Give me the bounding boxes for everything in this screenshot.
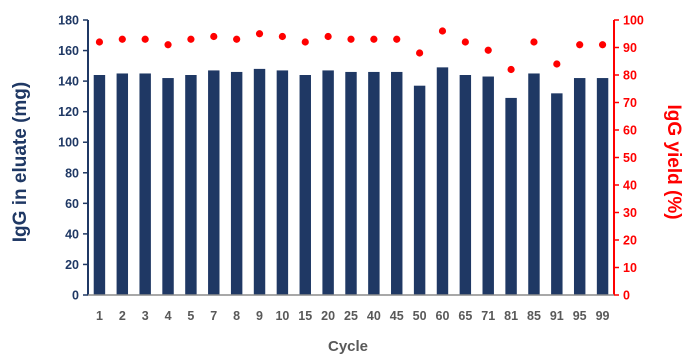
bar — [459, 75, 472, 295]
x-tick-label: 65 — [458, 309, 472, 323]
yield-point — [507, 65, 515, 74]
y-ticks-left: 0 20 40 60 80 100 120 140 160 180 — [58, 14, 88, 303]
y-axis-title-right: IgG yield (%) — [663, 104, 684, 219]
y-axis-title-left: IgG in eluate (mg) — [10, 82, 31, 242]
y-tick-label-right: 40 — [623, 179, 637, 193]
yield-point — [301, 38, 309, 46]
x-ticks: 1 2 3 4 5 7 8 9 10 15 20 25 40 45 50 60 65 71 81 85 91 95 99 — [96, 309, 610, 323]
x-tick-label: 2 — [119, 309, 126, 323]
bar — [551, 93, 563, 295]
x-tick-label: 8 — [233, 309, 240, 323]
x-tick-label: 7 — [210, 309, 217, 323]
yield-point — [484, 46, 492, 54]
x-tick-label: 95 — [573, 309, 587, 323]
y-tick-label-left: 100 — [58, 136, 79, 150]
yield-point — [347, 35, 355, 43]
y-tick-label-left: 20 — [65, 258, 79, 272]
yield-point — [576, 41, 584, 49]
yield-point — [393, 35, 401, 43]
yield-point — [530, 38, 538, 46]
yield-point — [118, 35, 126, 43]
y-tick-label-left: 0 — [72, 289, 79, 303]
yield-point — [187, 35, 195, 43]
bar — [345, 71, 357, 295]
y-tick-label-right: 80 — [623, 69, 637, 83]
yield-point — [278, 32, 286, 41]
yield-point — [95, 38, 104, 46]
x-tick-label: 45 — [390, 309, 404, 323]
x-tick-label: 50 — [413, 309, 427, 323]
bar — [322, 70, 334, 296]
x-tick-label: 85 — [527, 309, 541, 323]
x-tick-label: 81 — [504, 309, 518, 323]
bar — [208, 70, 220, 296]
bar — [230, 71, 243, 295]
bar — [573, 78, 586, 295]
y-tick-label-right: 70 — [623, 96, 637, 110]
x-tick-label: 1 — [96, 309, 103, 323]
yield-point — [461, 38, 469, 46]
y-tick-label-right: 30 — [623, 206, 637, 220]
yield-point — [255, 30, 264, 38]
y-tick-label-left: 120 — [58, 105, 79, 119]
y-tick-label-left: 60 — [65, 197, 79, 211]
x-axis-title: Cycle — [328, 338, 368, 355]
x-tick-label: 5 — [187, 309, 194, 323]
bar — [528, 73, 540, 295]
y-ticks-right: 0 10 20 30 40 50 60 70 80 90 100 — [614, 14, 644, 303]
y-tick-label-right: 20 — [623, 234, 637, 248]
bar — [391, 71, 403, 295]
x-tick-label: 9 — [256, 309, 263, 323]
yield-point — [324, 32, 332, 41]
x-tick-label: 4 — [165, 309, 172, 323]
bar — [482, 76, 494, 296]
yield-point — [553, 60, 561, 68]
yield-point — [438, 27, 447, 35]
bar — [116, 73, 129, 295]
yield-point — [598, 41, 607, 49]
bar — [299, 75, 311, 295]
x-tick-label: 3 — [142, 309, 149, 323]
x-tick-label: 15 — [298, 309, 312, 323]
yield-point — [210, 32, 218, 41]
yield-point — [164, 41, 172, 49]
bar — [596, 78, 609, 295]
bar — [505, 97, 517, 296]
bar — [436, 67, 449, 295]
yield-series — [95, 27, 607, 74]
x-tick-label: 20 — [321, 309, 335, 323]
bar — [139, 73, 151, 295]
yield-point — [370, 35, 378, 43]
y-tick-label-left: 160 — [58, 44, 79, 58]
yield-point — [416, 49, 424, 57]
y-tick-label-left: 40 — [65, 227, 79, 241]
bar — [413, 85, 426, 295]
y-tick-label-left: 80 — [65, 166, 79, 180]
bar — [276, 70, 289, 296]
x-tick-label: 10 — [275, 309, 289, 323]
yield-point — [233, 35, 241, 43]
bar — [162, 78, 174, 295]
bar-series — [93, 67, 609, 296]
y-tick-label-right: 0 — [623, 289, 630, 303]
y-tick-label-right: 100 — [623, 14, 644, 28]
y-tick-label-right: 10 — [623, 261, 637, 275]
y-tick-label-left: 140 — [58, 75, 79, 89]
bar — [368, 71, 380, 295]
x-tick-label: 40 — [367, 309, 381, 323]
bar — [185, 75, 197, 295]
x-tick-label: 25 — [344, 309, 358, 323]
x-tick-label: 60 — [436, 309, 450, 323]
bar — [93, 75, 106, 295]
bar — [253, 68, 266, 295]
y-tick-label-right: 50 — [623, 151, 637, 165]
y-tick-label-left: 180 — [58, 14, 79, 28]
y-tick-label-right: 60 — [623, 124, 637, 138]
x-tick-label: 91 — [550, 309, 564, 323]
x-tick-label: 71 — [481, 309, 495, 323]
y-tick-label-right: 90 — [623, 41, 637, 55]
yield-point — [141, 35, 149, 43]
x-tick-label: 99 — [596, 309, 610, 323]
